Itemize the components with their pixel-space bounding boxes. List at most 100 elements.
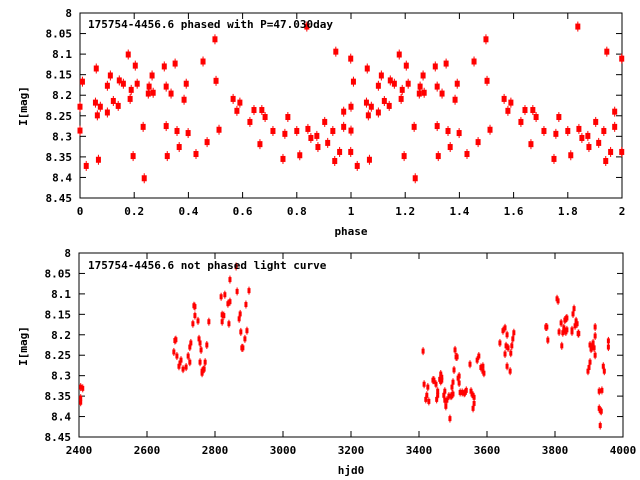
data-point	[95, 154, 101, 165]
data-point	[565, 314, 569, 323]
data-point	[405, 78, 411, 89]
data-point	[575, 319, 579, 328]
data-point	[434, 380, 438, 389]
data-point	[565, 325, 569, 334]
data-point	[168, 88, 174, 99]
data-point	[541, 125, 547, 136]
data-point	[237, 97, 243, 108]
data-point	[140, 121, 146, 132]
y-tick-label: 8.1	[51, 288, 71, 301]
data-point	[452, 94, 458, 105]
data-point	[454, 78, 460, 89]
x-tick-label: 3400	[406, 444, 433, 457]
data-point	[193, 302, 197, 311]
data-point	[172, 347, 176, 356]
x-tick-label: 0.4	[178, 205, 198, 218]
data-point	[597, 387, 601, 396]
data-point	[172, 58, 178, 69]
data-point	[588, 358, 592, 367]
data-point	[452, 365, 456, 374]
data-point	[420, 70, 426, 81]
data-point	[79, 383, 83, 392]
data-point	[125, 49, 131, 60]
data-point	[421, 87, 427, 98]
data-point	[127, 93, 133, 104]
data-point	[213, 75, 219, 86]
data-point	[608, 146, 614, 157]
data-point	[386, 100, 392, 111]
data-point	[179, 356, 183, 365]
data-point	[509, 349, 513, 358]
data-point	[222, 311, 226, 320]
data-point	[262, 112, 268, 123]
data-point	[245, 326, 249, 335]
data-point	[196, 316, 200, 325]
data-point	[315, 142, 321, 153]
data-point	[506, 343, 510, 352]
y-tick-label: 8.15	[46, 69, 73, 82]
data-point	[612, 121, 618, 132]
data-point	[602, 367, 606, 376]
y-tick-label: 8.45	[45, 431, 72, 444]
y-tick-label: 8.05	[45, 267, 72, 280]
data-point	[325, 137, 331, 148]
data-point	[341, 121, 347, 132]
data-point	[434, 81, 440, 92]
data-point	[238, 309, 242, 318]
data-point	[104, 107, 110, 118]
data-point	[460, 388, 464, 397]
data-point	[130, 151, 136, 162]
data-point	[77, 125, 83, 136]
data-point	[304, 21, 310, 32]
x-tick-label: 1.2	[395, 205, 415, 218]
data-point	[475, 137, 481, 148]
data-point	[223, 290, 227, 299]
data-point	[234, 105, 240, 116]
data-point	[443, 58, 449, 69]
data-point	[457, 379, 461, 388]
data-point	[199, 345, 203, 354]
data-point	[501, 326, 505, 335]
data-point	[282, 128, 288, 139]
data-point	[247, 116, 253, 127]
x-tick-label: 0.2	[124, 205, 144, 218]
data-point	[146, 81, 152, 92]
y-tick-label: 8.35	[46, 151, 73, 164]
data-point	[603, 156, 609, 166]
data-point	[477, 352, 481, 361]
data-points	[79, 262, 610, 430]
data-point	[375, 80, 381, 91]
data-point	[464, 149, 470, 160]
data-point	[579, 132, 585, 143]
data-point	[228, 275, 232, 284]
data-point	[368, 101, 374, 112]
data-point	[576, 123, 582, 134]
y-tick-label: 8.3	[52, 130, 72, 143]
data-point	[585, 130, 591, 141]
data-point	[593, 116, 599, 127]
data-point	[332, 156, 338, 166]
data-point	[619, 146, 625, 157]
data-point	[181, 365, 185, 374]
data-point	[164, 151, 170, 162]
data-point	[422, 380, 426, 389]
data-point	[432, 61, 438, 72]
data-point	[487, 124, 493, 135]
plot-title: 175754-4456.6 not phased light curve	[88, 259, 327, 272]
data-point	[425, 391, 429, 400]
data-point	[571, 309, 575, 318]
data-point	[365, 110, 371, 121]
y-tick-label: 8.25	[45, 349, 72, 362]
data-point	[203, 358, 207, 367]
data-point	[348, 101, 354, 112]
data-point	[234, 262, 238, 271]
data-point	[518, 116, 524, 127]
x-tick-label: 2600	[134, 444, 161, 457]
data-point	[612, 106, 618, 117]
data-point	[587, 363, 591, 372]
data-point	[483, 34, 489, 45]
data-point	[421, 347, 425, 356]
data-point	[511, 334, 515, 343]
data-point	[230, 93, 236, 104]
data-point	[348, 125, 354, 136]
